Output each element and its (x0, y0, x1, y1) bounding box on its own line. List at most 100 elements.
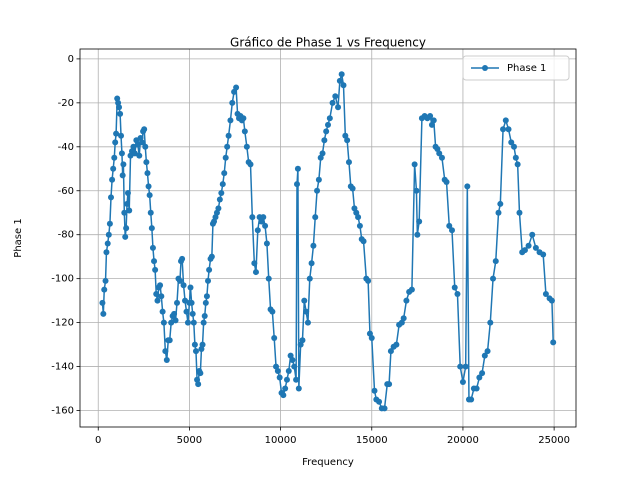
data-point (459, 378, 466, 385)
data-point (159, 308, 166, 315)
data-point (371, 387, 378, 394)
data-point (548, 297, 555, 304)
data-point (260, 214, 267, 221)
data-point (500, 126, 507, 133)
data-point (136, 152, 143, 159)
data-point (116, 104, 123, 111)
data-point (304, 319, 311, 326)
data-point (195, 381, 202, 388)
data-point (492, 258, 499, 265)
data-point (511, 143, 517, 150)
data-point (222, 154, 229, 161)
data-point (446, 222, 453, 229)
data-point (262, 222, 269, 229)
data-point (349, 185, 356, 192)
data-point (529, 231, 536, 238)
data-point (124, 189, 131, 196)
data-point (187, 284, 194, 291)
data-point (319, 150, 326, 157)
data-point (119, 172, 126, 179)
data-point (285, 367, 292, 374)
data-point (265, 275, 272, 282)
data-point (525, 242, 532, 249)
data-point (481, 352, 488, 359)
data-point (123, 225, 130, 232)
data-point (514, 161, 521, 168)
data-point (430, 117, 437, 124)
data-point (126, 207, 133, 214)
data-point (241, 128, 248, 135)
data-point (176, 277, 183, 284)
data-point (462, 363, 469, 370)
data-point (188, 299, 195, 306)
data-point (163, 356, 170, 363)
data-point (202, 299, 209, 306)
y-tick-label: -80 (58, 230, 74, 241)
data-point (436, 150, 443, 157)
data-point (154, 297, 161, 304)
data-point (497, 200, 504, 207)
data-point (365, 277, 372, 284)
data-point (283, 376, 290, 383)
data-point (381, 405, 388, 412)
y-tick-label: -160 (51, 406, 74, 417)
data-point (118, 132, 125, 139)
data-point (454, 291, 461, 298)
data-point (294, 165, 301, 172)
data-point (336, 77, 343, 84)
data-point (100, 310, 107, 317)
data-point (208, 253, 215, 260)
data-point (376, 398, 383, 405)
data-point (338, 71, 345, 78)
data-point (295, 385, 302, 392)
data-point (199, 341, 206, 348)
data-point (218, 189, 225, 196)
data-point (221, 170, 228, 177)
data-point (118, 150, 125, 157)
data-point (149, 244, 156, 251)
data-point (109, 176, 116, 183)
data-point (103, 249, 110, 256)
data-point (227, 117, 234, 124)
data-point (387, 348, 394, 355)
data-point (490, 275, 497, 282)
data-point (335, 104, 342, 111)
x-tick-label: 15000 (356, 435, 388, 446)
data-point (301, 297, 308, 304)
data-point (216, 196, 223, 203)
data-point (240, 115, 247, 122)
data-point (326, 115, 333, 122)
data-point (157, 282, 164, 289)
data-point (274, 367, 281, 374)
data-point (502, 117, 509, 124)
data-point (484, 348, 491, 355)
data-point (197, 370, 204, 377)
data-point (120, 161, 127, 168)
chart-title: Gráfico de Phase 1 vs Frequency (230, 36, 426, 50)
data-point (355, 214, 362, 221)
data-point (400, 315, 407, 322)
y-tick-label: -140 (51, 362, 74, 373)
data-point (487, 319, 494, 326)
y-tick-label: -20 (58, 98, 74, 109)
data-point (147, 209, 154, 216)
data-point (340, 82, 347, 89)
x-axis-label: Frequency (302, 457, 354, 468)
data-point (144, 170, 151, 177)
y-tick-label: -40 (58, 142, 74, 153)
data-point (516, 209, 523, 216)
data-point (310, 242, 317, 249)
data-point (189, 310, 196, 317)
data-point (152, 266, 159, 273)
data-point (143, 159, 150, 166)
data-point (368, 334, 375, 341)
data-point (291, 363, 298, 370)
data-point (151, 258, 158, 265)
data-point (289, 356, 296, 363)
data-point (521, 247, 528, 254)
plot-frame (79, 48, 577, 428)
data-point (408, 286, 415, 293)
data-point (332, 93, 339, 100)
data-point (312, 214, 319, 221)
